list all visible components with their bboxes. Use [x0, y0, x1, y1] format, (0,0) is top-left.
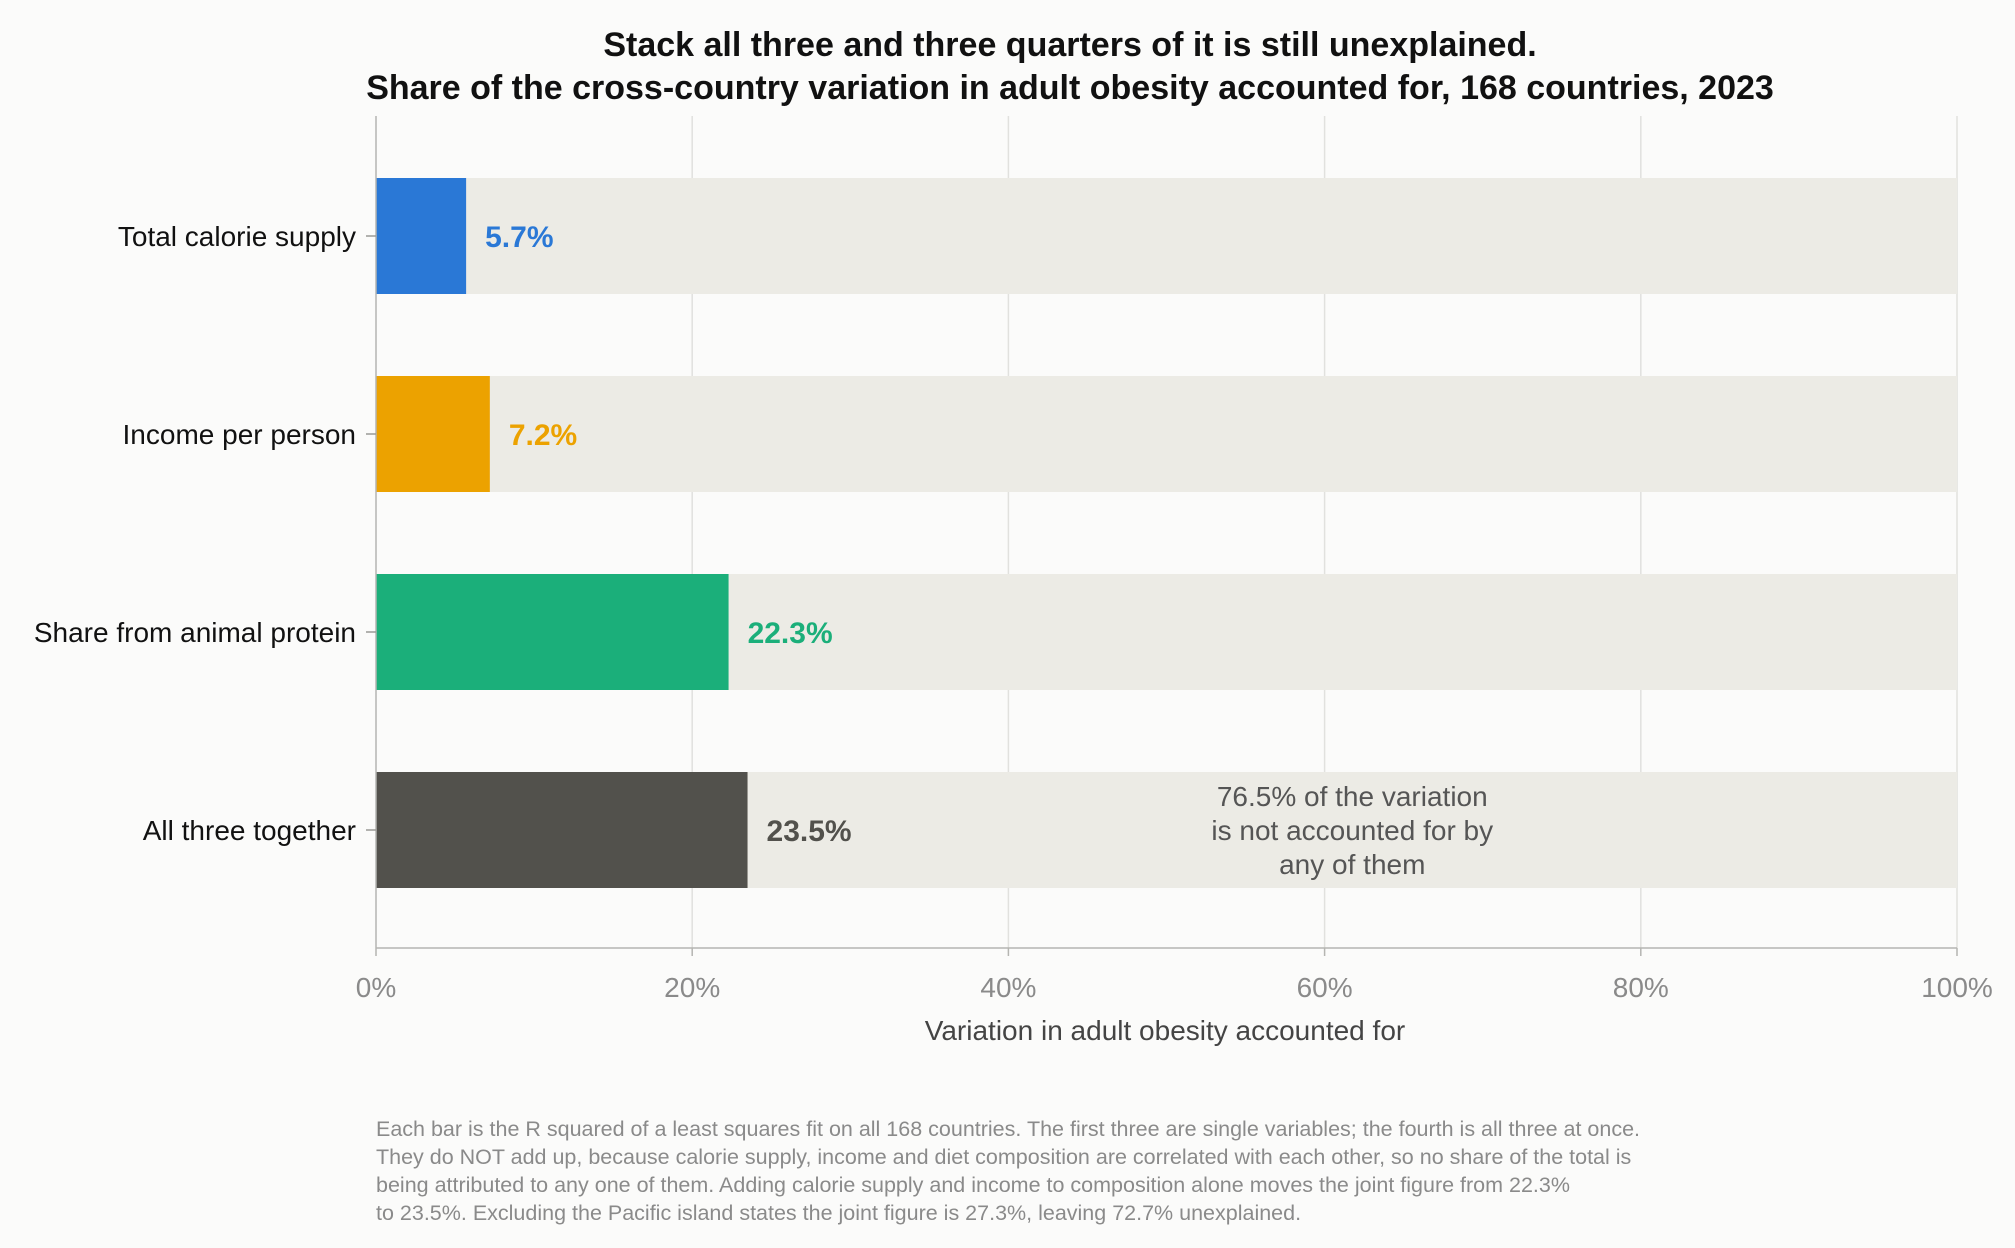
annotation-line-1: is not accounted for by	[1211, 815, 1493, 846]
category-label-0: Total calorie supply	[118, 221, 356, 252]
bar-1	[376, 376, 490, 492]
x-tick-label-4: 80%	[1613, 972, 1669, 1003]
x-tick-labels: 0% 20% 40% 60% 80% 100%	[356, 948, 1993, 1003]
value-labels: 5.7% 7.2% 22.3% 23.5%	[485, 221, 851, 848]
value-label-1: 7.2%	[509, 419, 577, 452]
bar-track-0	[376, 178, 1957, 294]
footnote-line-1: Each bar is the R squared of a least squ…	[376, 1117, 1641, 1141]
bar-2	[376, 574, 729, 690]
annotation-line-2: any of them	[1279, 849, 1425, 880]
bars	[376, 178, 748, 888]
x-tick-label-0: 0%	[356, 972, 396, 1003]
category-label-1: Income per person	[123, 419, 356, 450]
bar-0	[376, 178, 467, 294]
value-label-2: 22.3%	[748, 617, 833, 650]
x-tick-label-3: 60%	[1297, 972, 1353, 1003]
chart-title: Stack all three and three quarters of it…	[366, 26, 1774, 107]
category-labels: Total calorie supply Income per person Sha…	[34, 221, 376, 846]
x-tick-label-2: 40%	[980, 972, 1036, 1003]
axes	[375, 116, 1957, 949]
chart-title-line-1: Stack all three and three quarters of it…	[603, 26, 1536, 64]
footnote-line-3: being attributed to any one of them. Add…	[376, 1173, 1570, 1197]
bar-3	[376, 772, 748, 888]
footnote-line-4: to 23.5%. Excluding the Pacific island s…	[376, 1201, 1302, 1225]
value-label-3: 23.5%	[767, 815, 852, 848]
x-tick-label-5: 100%	[1921, 972, 1993, 1003]
footnote: Each bar is the R squared of a least squ…	[376, 1115, 1816, 1227]
x-tick-label-1: 20%	[664, 972, 720, 1003]
chart-title-line-2: Share of the cross-country variation in …	[366, 69, 1774, 107]
category-label-2: Share from animal protein	[34, 617, 356, 648]
footnote-line-2: They do NOT add up, because calorie supp…	[376, 1145, 1632, 1169]
annotation-line-0: 76.5% of the variation	[1217, 781, 1488, 812]
category-label-3: All three together	[143, 815, 356, 846]
bar-track-1	[376, 376, 1957, 492]
value-label-0: 5.7%	[485, 221, 553, 254]
x-axis-title: Variation in adult obesity accounted for	[925, 1015, 1405, 1046]
